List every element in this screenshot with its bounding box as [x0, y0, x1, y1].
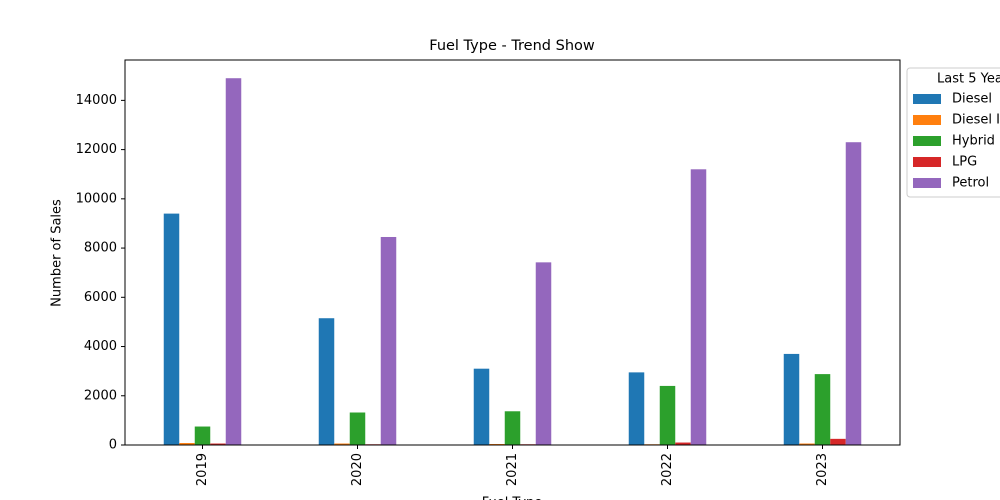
legend-label: Hybrid — [952, 134, 995, 149]
y-tick-label: 2000 — [84, 388, 117, 403]
plot-frame — [124, 59, 901, 446]
x-tick-label: 2019 — [195, 453, 210, 486]
legend-label: LPG — [952, 155, 977, 170]
bar — [194, 426, 211, 445]
y-tick-label: 8000 — [84, 241, 117, 256]
x-tick-label: 2023 — [815, 453, 830, 486]
bar — [210, 443, 226, 445]
bar — [163, 213, 180, 445]
legend-swatch — [913, 115, 941, 125]
legend-label: Petrol — [952, 176, 989, 191]
bar — [179, 443, 195, 445]
bar — [675, 442, 691, 445]
bar — [659, 385, 676, 445]
legend-swatch — [913, 157, 941, 167]
chart-title: Fuel Type - Trend Show — [429, 38, 595, 54]
bar — [225, 78, 242, 445]
y-tick-label: 0 — [109, 438, 117, 453]
legend-label: Diesel I — [952, 113, 1000, 128]
bar — [783, 353, 800, 445]
y-tick-label: 12000 — [76, 142, 117, 157]
y-tick-label: 4000 — [84, 339, 117, 354]
legend-swatch — [913, 136, 941, 146]
legend-swatch — [913, 94, 941, 104]
bar — [814, 374, 831, 445]
y-tick-label: 6000 — [84, 290, 117, 305]
bar — [349, 412, 366, 445]
y-tick-label: 10000 — [76, 191, 117, 206]
legend-swatch — [913, 178, 941, 188]
bar — [628, 372, 645, 445]
x-tick-label: 2022 — [660, 453, 675, 486]
bar — [690, 169, 707, 445]
bar — [504, 411, 521, 445]
legend-label: Diesel — [952, 92, 992, 107]
bar — [380, 236, 397, 445]
x-tick-label: 2020 — [350, 453, 365, 486]
legend-title: Last 5 Yea — [937, 72, 1000, 87]
x-axis-label: Fuel Type — [482, 496, 543, 500]
bar — [473, 368, 490, 445]
y-axis-label: Number of Sales — [50, 199, 65, 307]
bar — [845, 142, 862, 445]
bar — [334, 443, 350, 445]
x-tick-label: 2021 — [505, 453, 520, 486]
bar — [318, 318, 335, 445]
bar — [799, 443, 815, 445]
bar — [830, 438, 846, 445]
bar — [535, 262, 552, 445]
y-tick-label: 14000 — [76, 93, 117, 108]
